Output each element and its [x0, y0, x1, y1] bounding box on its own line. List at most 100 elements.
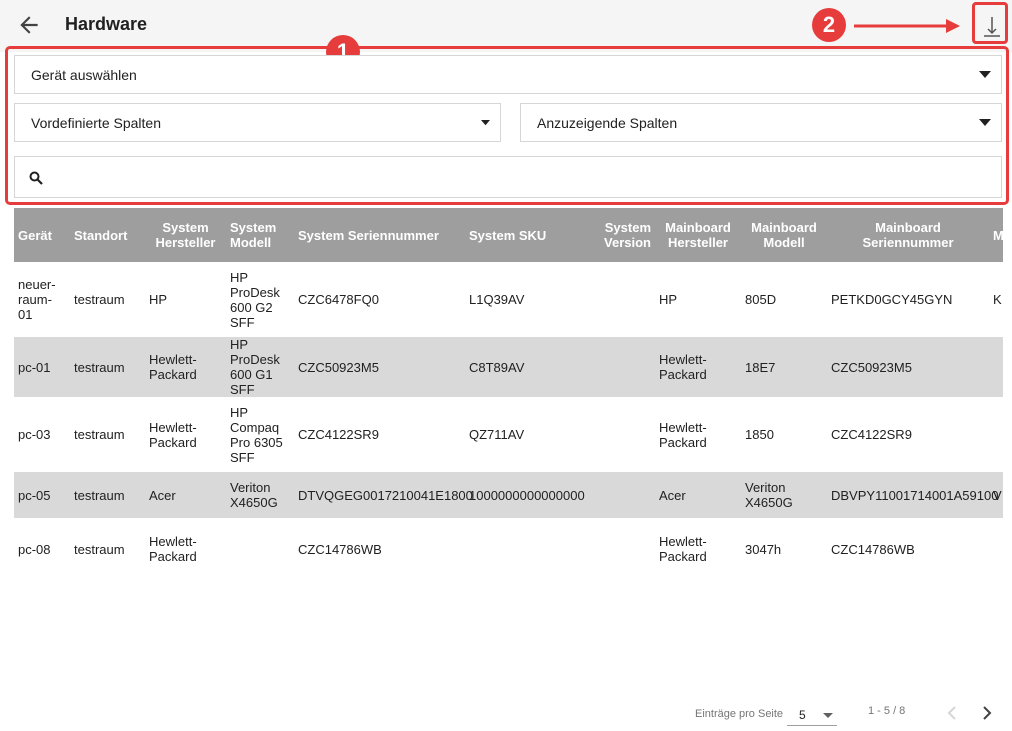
table-cell: CZC4122SR9: [298, 427, 379, 442]
predefined-columns-label: Vordefinierte Spalten: [31, 114, 161, 131]
table-cell: testraum: [74, 292, 125, 307]
table-cell: [587, 397, 655, 472]
column-header[interactable]: Standort: [74, 227, 128, 243]
table-cell: Acer: [659, 487, 686, 503]
table-cell: HP: [149, 292, 168, 307]
download-icon: [984, 17, 1000, 37]
download-button[interactable]: [974, 5, 1010, 45]
table-row[interactable]: pc-08 testraum Hewlett-Packard CZC14786W…: [14, 518, 1003, 580]
table-cell: 1850: [745, 427, 774, 442]
arrow-left-icon: [20, 16, 38, 34]
table-cell: [989, 397, 1003, 472]
rows-per-page-select[interactable]: 5: [787, 705, 837, 726]
table-cell: 18E7: [745, 359, 776, 375]
table-cell: Acer: [149, 487, 176, 503]
table-cell: pc-08: [18, 541, 51, 557]
table-cell: [465, 518, 587, 580]
caret-down-icon: [979, 118, 991, 126]
column-header[interactable]: System Hersteller: [155, 220, 216, 250]
table-cell: HP ProDesk 600 G2 SFF: [230, 269, 280, 330]
table-cell: 805D: [745, 292, 777, 307]
column-header[interactable]: System SKU: [469, 227, 547, 243]
back-button[interactable]: [16, 12, 42, 38]
column-header[interactable]: M: [993, 227, 1003, 243]
table-cell: [587, 262, 655, 337]
rows-per-page-label: Einträge pro Seite: [695, 708, 784, 720]
table-cell: testraum: [74, 359, 125, 375]
table-cell: L1Q39AV: [469, 292, 525, 307]
table-cell: Hewlett-Packard: [659, 419, 707, 450]
table-cell: Veriton X4650G: [745, 480, 793, 510]
table-cell: [587, 472, 655, 518]
page-title: Hardware: [65, 14, 148, 34]
column-header[interactable]: Gerät: [18, 227, 52, 243]
table-cell: DTVQGEG0017210041E1800: [298, 487, 473, 503]
table-cell: [587, 518, 655, 580]
table-cell: Hewlett-Packard: [149, 352, 197, 382]
device-select[interactable]: Gerät auswählen: [14, 55, 1002, 94]
table-cell: Veriton X4650G: [230, 480, 278, 510]
pagination-range: 1 - 5 / 8: [868, 705, 906, 717]
table-row[interactable]: pc-01 testraum Hewlett-Packard HP ProDes…: [14, 337, 1003, 397]
search-field[interactable]: [14, 156, 1002, 198]
search-input[interactable]: [55, 165, 989, 191]
table-cell: CZC50923M5: [298, 359, 379, 375]
chevron-left-icon: [947, 706, 956, 720]
table-cell: Hewlett-Packard: [659, 534, 707, 564]
annotation-arrow-icon: [854, 19, 960, 33]
table-cell: CZC6478FQ0: [298, 292, 379, 307]
table-header-row: Gerät Standort System Hersteller System …: [14, 208, 1003, 262]
table-cell: HP: [659, 292, 678, 307]
table-cell: Hewlett-Packard: [659, 352, 707, 382]
rows-per-page-value: 5: [799, 708, 806, 722]
hardware-table: Gerät Standort System Hersteller System …: [14, 208, 1003, 580]
column-header[interactable]: System Modell: [230, 220, 277, 250]
columns-to-show-label: Anzuzeigende Spalten: [537, 114, 678, 131]
chevron-right-icon: [983, 706, 992, 720]
table-cell: 3047h: [745, 541, 782, 557]
table-cell: CZC14786WB: [298, 541, 382, 557]
table-cell: C8T89AV: [469, 359, 525, 375]
table-cell: V: [993, 487, 1002, 503]
predefined-columns-select[interactable]: Vordefinierte Spalten: [14, 103, 501, 142]
columns-to-show-select[interactable]: Anzuzeigende Spalten: [520, 103, 1002, 142]
column-header[interactable]: Mainboard Hersteller: [665, 220, 731, 250]
table-cell: [989, 518, 1003, 580]
caret-down-icon: [979, 70, 991, 78]
table-cell: K 0: [993, 292, 1003, 307]
annotation-badge-2: 2: [812, 8, 846, 42]
next-page-button[interactable]: [975, 701, 999, 725]
caret-down-icon: [823, 713, 833, 718]
table-cell: pc-05: [18, 487, 51, 503]
column-header[interactable]: System Version: [604, 220, 651, 250]
table-row[interactable]: pc-05 testraum Acer Veriton X4650G DTVQG…: [14, 472, 1003, 518]
table-cell: CZC4122SR9: [831, 427, 912, 442]
table-cell: 1000000000000000: [469, 487, 585, 503]
table-row[interactable]: pc-03 testraum Hewlett-Packard HP Compaq…: [14, 397, 1003, 472]
table-cell: CZC14786WB: [831, 541, 915, 557]
table-cell: [226, 518, 294, 580]
device-select-label: Gerät auswählen: [31, 66, 137, 83]
table-cell: DBVPY11001714001A59100: [831, 487, 999, 503]
search-icon: [29, 171, 43, 185]
table-cell: HP ProDesk 600 G1 SFF: [230, 337, 280, 397]
table-cell: testraum: [74, 541, 125, 557]
table-cell: pc-03: [18, 427, 51, 442]
column-header[interactable]: Mainboard Seriennummer: [862, 220, 954, 250]
table-cell: CZC50923M5: [831, 359, 912, 375]
previous-page-button[interactable]: [940, 701, 964, 725]
table-cell: QZ711AV: [469, 427, 525, 442]
table-cell: [989, 337, 1003, 397]
table-cell: PETKD0GCY45GYN: [831, 292, 953, 307]
table-row[interactable]: neuer-raum-01 testraum HP HP ProDesk 600…: [14, 262, 1003, 337]
table-cell: HP Compaq Pro 6305 SFF: [230, 404, 283, 465]
table-cell: [587, 337, 655, 397]
table-cell: testraum: [74, 487, 125, 503]
table-cell: pc-01: [18, 359, 51, 375]
column-header[interactable]: Mainboard Modell: [751, 220, 817, 250]
caret-down-icon: [481, 119, 490, 125]
column-header[interactable]: System Seriennummer: [298, 227, 439, 243]
table-cell: neuer-raum-01: [18, 277, 56, 322]
table-cell: testraum: [74, 427, 125, 442]
table-cell: Hewlett-Packard: [149, 419, 197, 450]
